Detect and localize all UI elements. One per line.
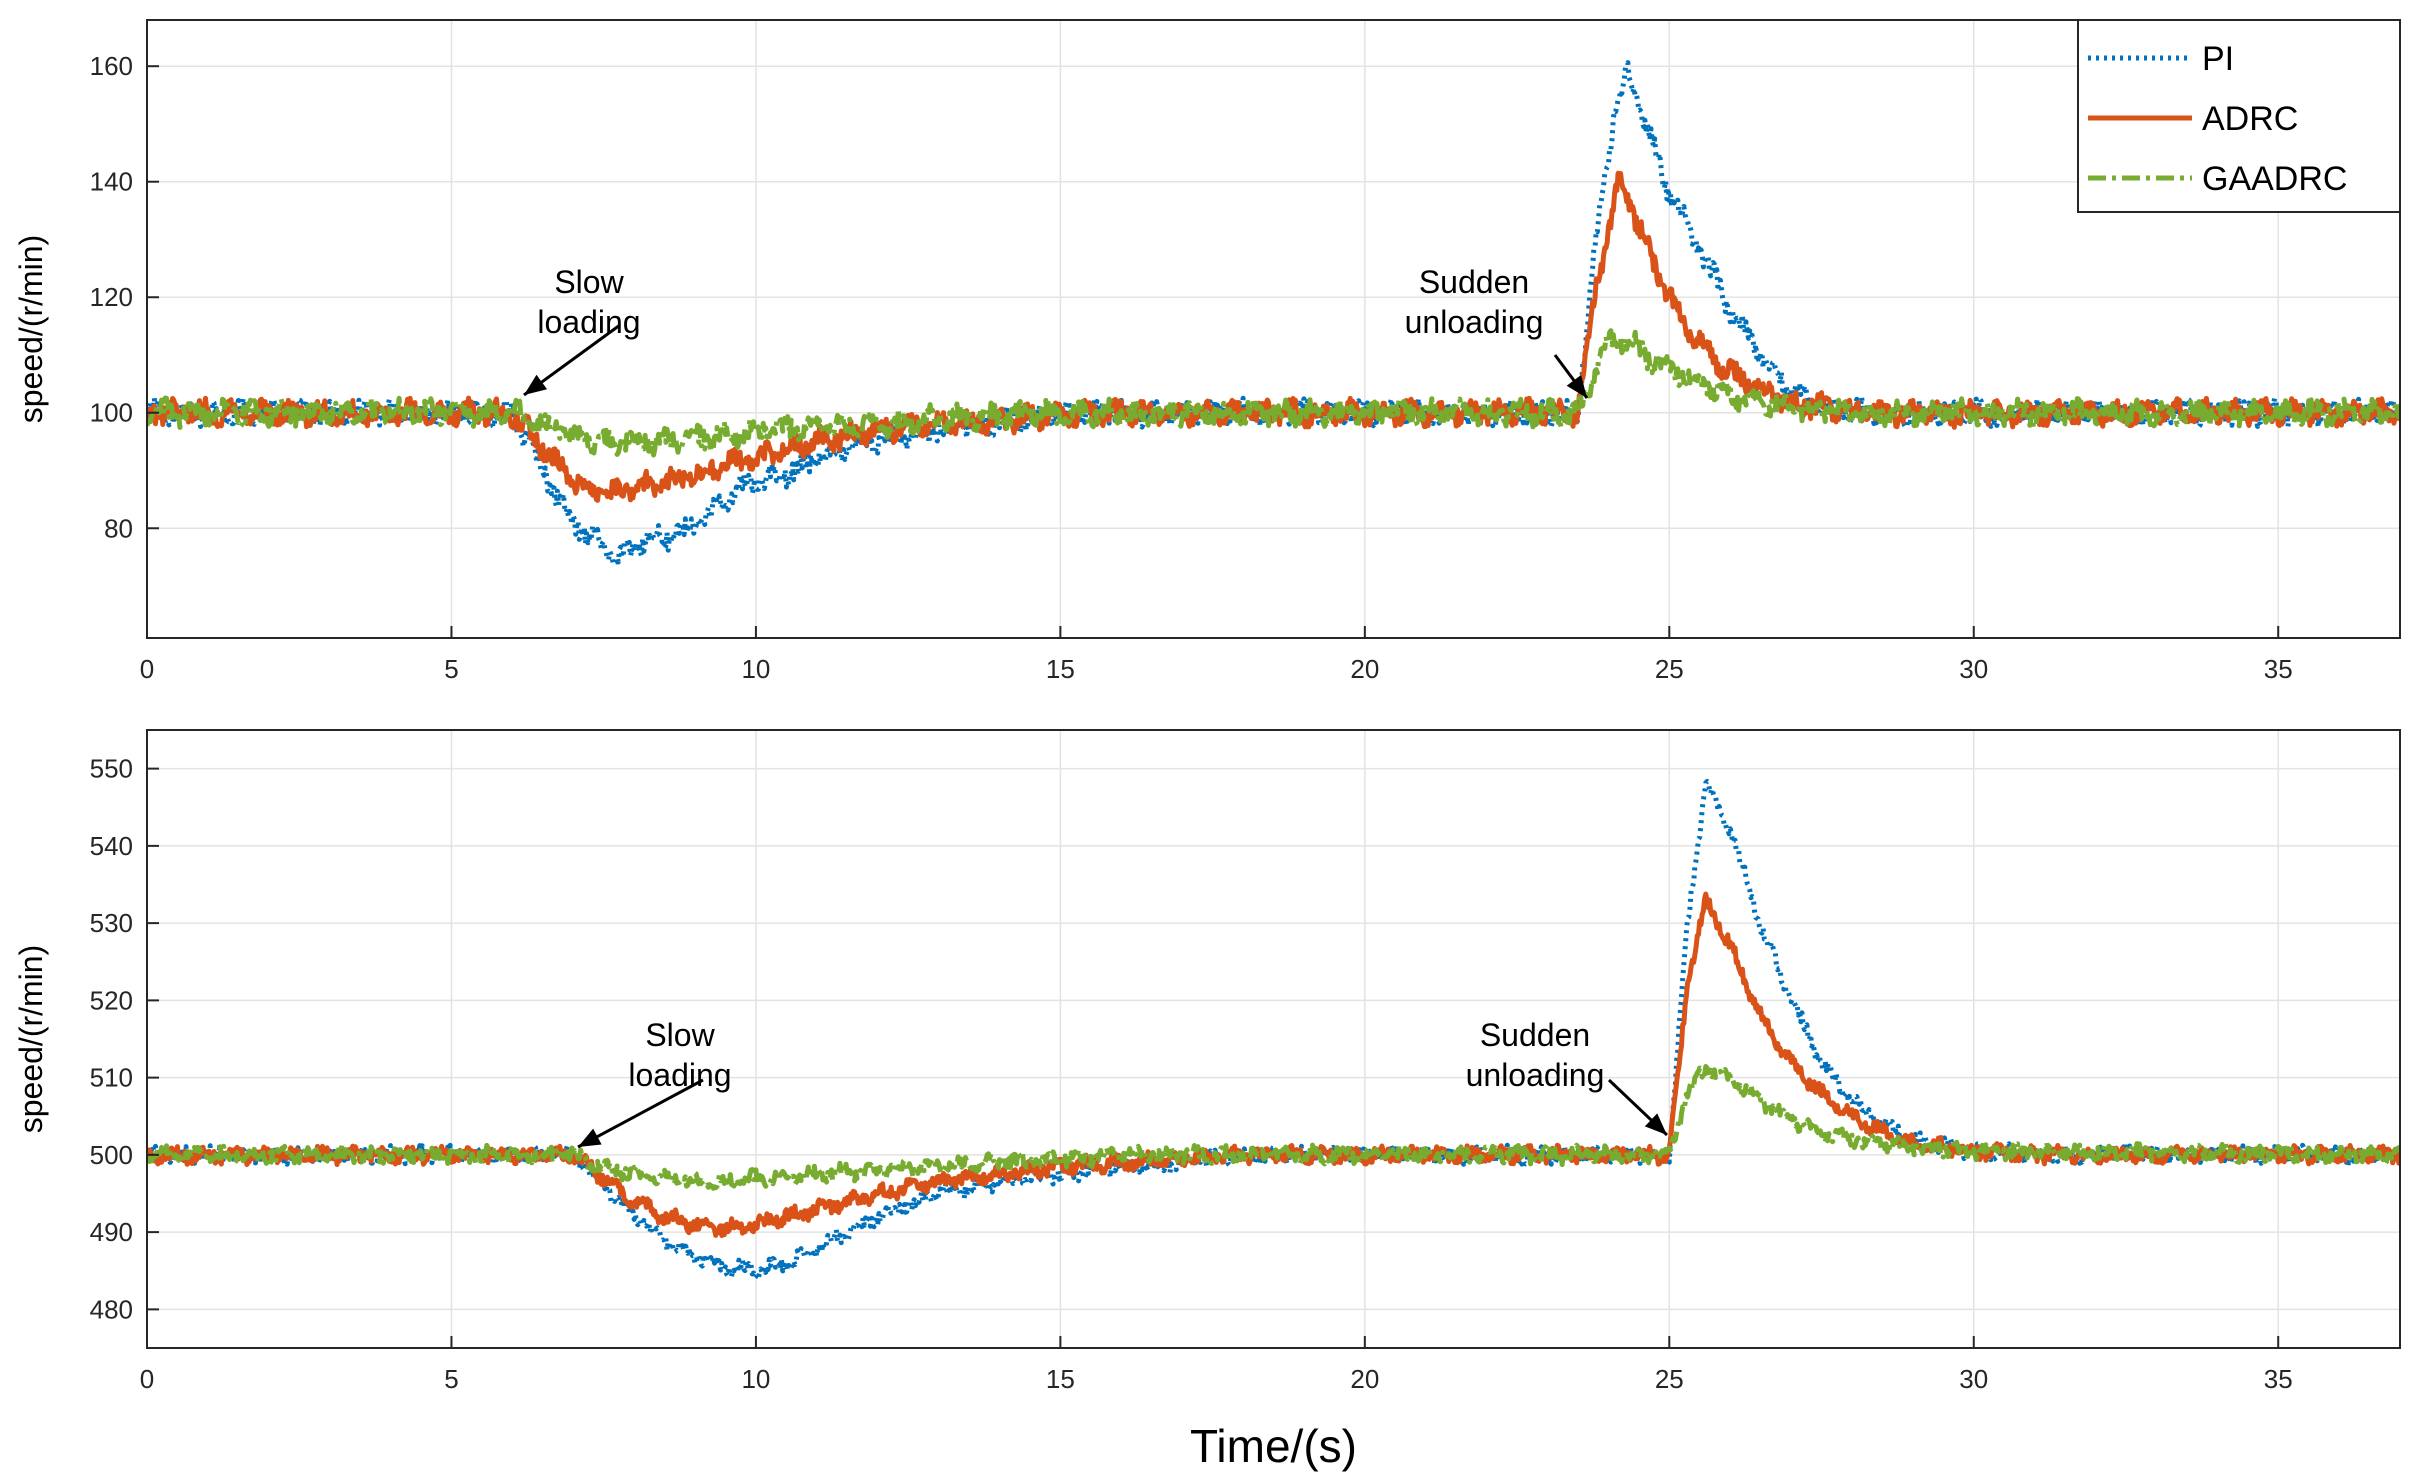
y-tick-label: 520 (90, 985, 133, 1015)
annotation: Slow loading (523, 264, 641, 397)
axes-box (146, 729, 2401, 1349)
y-tick-label: 550 (90, 754, 133, 784)
legend-label: GAADRC (2202, 160, 2347, 198)
axes-box (146, 19, 2401, 639)
x-tick-label: 30 (1959, 654, 1988, 684)
arrow-head (1644, 1113, 1667, 1135)
annotation-text: Slow (645, 1017, 715, 1053)
plot-area (147, 60, 2400, 568)
annotation-text: Sudden (1480, 1017, 1590, 1053)
y-tick-label: 510 (90, 1063, 133, 1093)
x-tick-label: 15 (1046, 654, 1075, 684)
annotation: Slow loading (577, 1017, 732, 1149)
legend-label: ADRC (2202, 100, 2298, 138)
x-tick-label: 10 (741, 1364, 770, 1394)
arrow-head (524, 374, 548, 395)
annotation-text: loading (628, 1057, 731, 1093)
x-tick-label: 0 (140, 654, 154, 684)
x-tick-label: 20 (1350, 1364, 1379, 1394)
y-tick-label: 140 (90, 167, 133, 197)
y-tick-label: 500 (90, 1140, 133, 1170)
series-line-pi (147, 778, 2400, 1281)
y-tick-label: 160 (90, 51, 133, 81)
x-tick-label: 0 (140, 1364, 154, 1394)
y-tick-label: 540 (90, 831, 133, 861)
x-tick-label: 5 (444, 1364, 458, 1394)
legend: PI ADRC GAADRC (2077, 19, 2401, 213)
x-tick-label: 5 (444, 654, 458, 684)
annotation-text: Slow (554, 264, 624, 300)
series-line-gaadrc (147, 328, 2400, 458)
x-axis-title: Time/(s) (1190, 1420, 1357, 1472)
y-tick-label: 530 (90, 908, 133, 938)
y-tick-label: 490 (90, 1217, 133, 1247)
top-chart: 0 5 10 15 20 25 30 35 80 100 120 140 160 speed/(r/min… (13, 19, 2401, 684)
x-tick-label: 35 (2264, 654, 2293, 684)
y-tick-label: 80 (104, 513, 133, 543)
annotation-text: Sudden (1419, 264, 1529, 300)
y-tick-label: 100 (90, 398, 133, 428)
plot-area (147, 778, 2400, 1281)
annotation-text: unloading (1466, 1057, 1605, 1093)
y-axis-title: speed/(r/min) (13, 235, 49, 424)
annotation: Sudden unloading (1405, 264, 1589, 399)
legend-label: PI (2202, 40, 2234, 78)
y-tick-label: 120 (90, 282, 133, 312)
annotation-text: loading (537, 304, 640, 340)
y-axis-title: speed/(r/min) (13, 945, 49, 1134)
x-tick-label: 10 (741, 654, 770, 684)
x-tick-label: 25 (1655, 1364, 1684, 1394)
x-tick-label: 20 (1350, 654, 1379, 684)
annotation-text: unloading (1405, 304, 1544, 340)
x-tick-label: 15 (1046, 1364, 1075, 1394)
annotation-arrow (577, 1078, 704, 1149)
x-tick-label: 25 (1655, 654, 1684, 684)
x-tick-label: 30 (1959, 1364, 1988, 1394)
x-tick-label: 35 (2264, 1364, 2293, 1394)
arrow-head (1566, 374, 1587, 398)
bottom-chart: 0 5 10 15 20 25 30 35480490500510520530540550sp… (13, 729, 2401, 1472)
arrow-head (578, 1128, 602, 1147)
series-line-gaadrc (147, 1064, 2400, 1191)
annotation: Sudden unloading (1466, 1017, 1669, 1137)
y-tick-label: 480 (90, 1294, 133, 1324)
